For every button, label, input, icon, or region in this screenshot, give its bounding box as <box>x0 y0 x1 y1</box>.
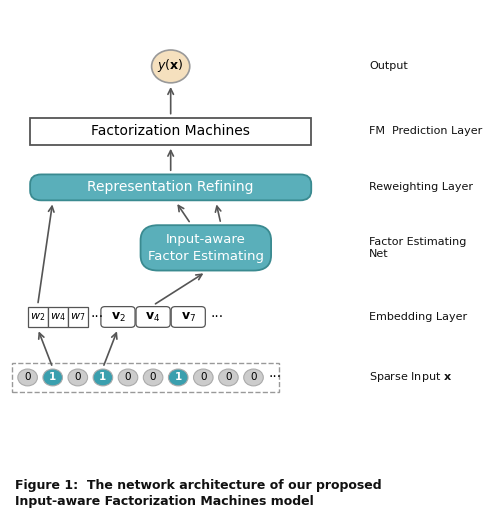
FancyBboxPatch shape <box>30 118 311 145</box>
Circle shape <box>18 369 38 386</box>
Text: Factor Estimating
Net: Factor Estimating Net <box>368 237 465 259</box>
FancyBboxPatch shape <box>28 307 48 327</box>
Text: 0: 0 <box>75 372 81 383</box>
FancyBboxPatch shape <box>30 174 311 201</box>
Text: 1: 1 <box>174 372 181 383</box>
FancyBboxPatch shape <box>136 307 170 327</box>
Text: $w_7$: $w_7$ <box>70 311 85 323</box>
Text: ···: ··· <box>90 310 103 324</box>
Text: $w_4$: $w_4$ <box>50 311 66 323</box>
Text: Reweighting Layer: Reweighting Layer <box>368 183 472 192</box>
Circle shape <box>68 369 88 386</box>
Text: 1: 1 <box>99 372 106 383</box>
Circle shape <box>143 369 163 386</box>
Text: 0: 0 <box>250 372 256 383</box>
Text: 0: 0 <box>25 372 31 383</box>
Circle shape <box>43 369 63 386</box>
FancyBboxPatch shape <box>48 307 68 327</box>
Circle shape <box>168 369 187 386</box>
Circle shape <box>243 369 263 386</box>
Circle shape <box>93 369 112 386</box>
Text: $\mathbf{v}_4$: $\mathbf{v}_4$ <box>145 310 160 324</box>
Text: Representation Refining: Representation Refining <box>87 181 254 194</box>
Circle shape <box>118 369 137 386</box>
Text: Factorization Machines: Factorization Machines <box>91 124 249 138</box>
Circle shape <box>193 369 212 386</box>
FancyBboxPatch shape <box>68 307 88 327</box>
Text: $\mathbf{v}_2$: $\mathbf{v}_2$ <box>110 310 125 324</box>
Text: Sparse Input $\mathbf{x}$: Sparse Input $\mathbf{x}$ <box>368 370 451 384</box>
FancyBboxPatch shape <box>171 307 205 327</box>
Text: Output: Output <box>368 62 407 71</box>
Text: Embedding Layer: Embedding Layer <box>368 312 466 322</box>
Text: Figure 1:  The network architecture of our proposed
Input-aware Factorization Ma: Figure 1: The network architecture of ou… <box>15 479 381 508</box>
Text: $\mathbf{v}_7$: $\mathbf{v}_7$ <box>180 310 195 324</box>
Text: FM  Prediction Layer: FM Prediction Layer <box>368 126 481 136</box>
Text: 1: 1 <box>49 372 56 383</box>
Text: 0: 0 <box>150 372 156 383</box>
Text: 0: 0 <box>125 372 131 383</box>
Text: $w_2$: $w_2$ <box>30 311 45 323</box>
Text: ···: ··· <box>210 310 223 324</box>
Text: $y(\mathbf{x})$: $y(\mathbf{x})$ <box>157 57 183 74</box>
FancyBboxPatch shape <box>140 225 271 270</box>
Circle shape <box>151 50 189 83</box>
Text: 0: 0 <box>200 372 206 383</box>
Text: Input-aware
Factor Estimating: Input-aware Factor Estimating <box>147 233 264 263</box>
Text: ···: ··· <box>268 370 281 384</box>
Text: 0: 0 <box>225 372 231 383</box>
Circle shape <box>218 369 238 386</box>
FancyBboxPatch shape <box>101 307 135 327</box>
